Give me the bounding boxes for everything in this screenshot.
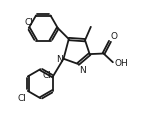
- Text: O: O: [111, 32, 118, 41]
- Text: OH: OH: [114, 58, 128, 67]
- Text: N: N: [79, 65, 85, 74]
- Text: Cl: Cl: [24, 17, 33, 26]
- Text: N: N: [56, 54, 62, 63]
- Text: Cl: Cl: [18, 93, 27, 102]
- Text: Cl: Cl: [42, 71, 51, 80]
